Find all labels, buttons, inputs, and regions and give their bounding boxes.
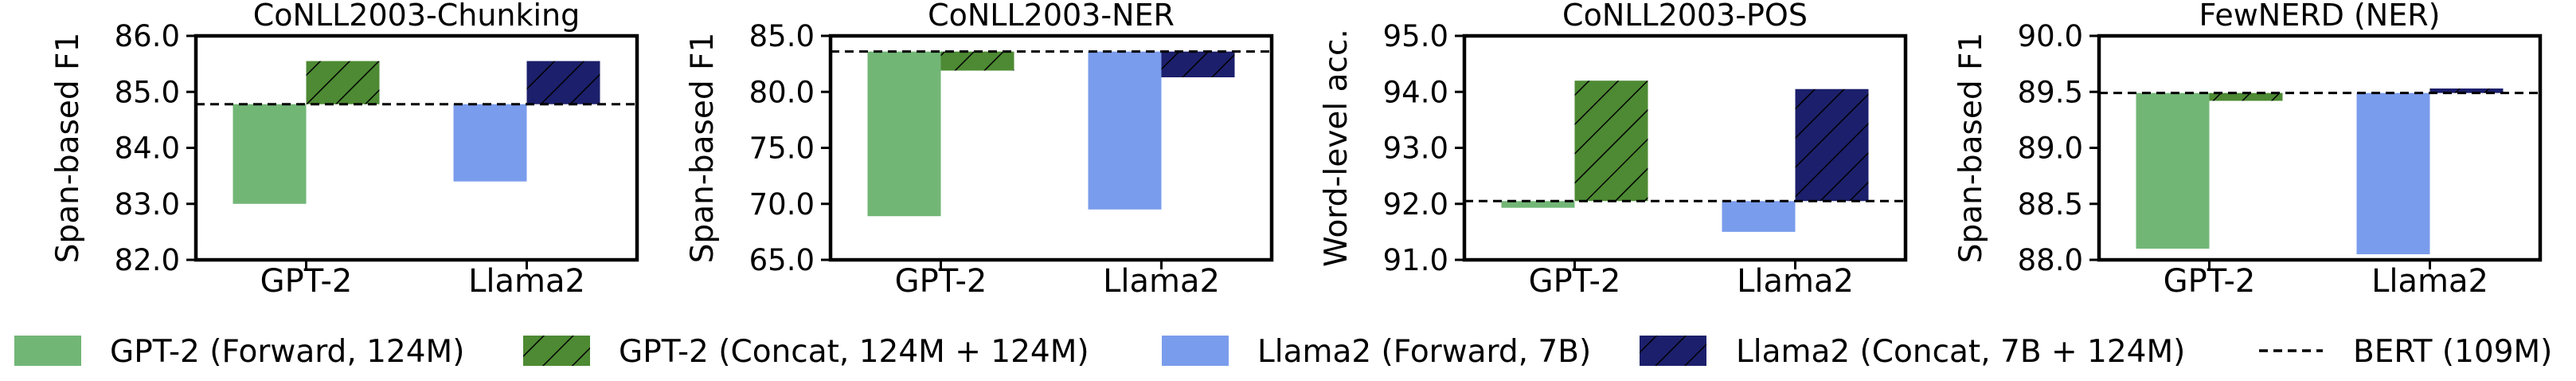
category-label: Llama2 (468, 263, 585, 300)
y-tick-label: 70.0 (749, 187, 815, 222)
legend-label-llama2-forward: Llama2 (Forward, 7B) (1257, 334, 1591, 370)
category-label: Llama2 (1737, 263, 1854, 300)
bar (453, 104, 527, 182)
bar (1722, 201, 1796, 232)
y-tick-label: 91.0 (1383, 243, 1448, 277)
y-axis-label: Word-level acc. (1319, 29, 1354, 267)
bar (1574, 81, 1648, 202)
category-label: GPT-2 (1529, 263, 1621, 300)
y-tick-label: 83.0 (115, 187, 180, 222)
legend-swatch-llama2-concat (1640, 336, 1706, 366)
chart-title: CoNLL2003-NER (928, 0, 1175, 33)
y-tick-label: 88.0 (2018, 243, 2083, 277)
y-tick-label: 86.0 (115, 19, 180, 53)
chart-panels: 82.0 83.0 84.0 85.0 86.0 GPT-2 Llama2 CoNLL2003… (50, 0, 2543, 300)
y-axis-label: Span-based F1 (685, 33, 721, 264)
legend-swatch-gpt2-concat (523, 336, 590, 366)
bar (1795, 88, 1869, 202)
bar (233, 104, 307, 204)
y-tick-label: 75.0 (749, 132, 815, 166)
chart-panel: 91.0 92.0 93.0 94.0 95.0 GPT-2 Llama2 CoNLL2003… (1319, 0, 1908, 300)
chart-panel: 82.0 83.0 84.0 85.0 86.0 GPT-2 Llama2 CoNLL2003… (50, 0, 639, 300)
category-label: Llama2 (1103, 263, 1220, 300)
y-axis-label: Span-based F1 (50, 33, 86, 264)
bar (2136, 92, 2210, 249)
chart-panel: 88.0 88.5 89.0 89.5 90.0 GPT-2 Llama2 FewNERD (… (1953, 0, 2543, 300)
chart-panel: 65.0 70.0 75.0 80.0 85.0 GPT-2 Llama2 CoNLL2003… (685, 0, 1274, 300)
bar (306, 61, 380, 104)
y-tick-label: 95.0 (1383, 19, 1448, 53)
y-tick-label: 92.0 (1383, 187, 1448, 222)
y-tick-label: 84.0 (115, 132, 180, 166)
category-label: Llama2 (2371, 263, 2488, 300)
chart-title: FewNERD (NER) (2199, 0, 2441, 33)
bar (526, 61, 600, 104)
legend-label-gpt2-concat: GPT-2 (Concat, 124M + 124M) (619, 334, 1089, 370)
bar (867, 51, 941, 217)
chart-title: CoNLL2003-Chunking (253, 0, 580, 33)
bar (1501, 201, 1575, 208)
bar (1088, 51, 1162, 210)
y-tick-label: 93.0 (1383, 132, 1448, 166)
y-tick-label: 82.0 (115, 243, 180, 277)
y-tick-label: 94.0 (1383, 75, 1448, 109)
y-tick-label: 85.0 (749, 19, 815, 53)
chart-title: CoNLL2003-POS (1562, 0, 1808, 33)
legend-label-bert: BERT (109M) (2353, 334, 2552, 370)
y-tick-label: 65.0 (749, 243, 815, 277)
legend-label-llama2-concat: Llama2 (Concat, 7B + 124M) (1736, 334, 2185, 370)
bar (1161, 51, 1235, 77)
y-tick-label: 88.5 (2018, 187, 2083, 222)
category-label: GPT-2 (260, 263, 353, 300)
bar (2209, 92, 2283, 101)
legend-swatch-llama2-forward (1162, 336, 1229, 366)
bar (2356, 92, 2430, 254)
bar (2429, 88, 2504, 93)
legend: GPT-2 (Forward, 124M) GPT-2 (Concat, 124… (14, 334, 2552, 370)
legend-swatch-gpt2-forward (14, 336, 81, 366)
y-tick-label: 80.0 (749, 75, 815, 109)
bar (940, 51, 1014, 71)
category-label: GPT-2 (895, 263, 987, 300)
category-label: GPT-2 (2164, 263, 2256, 300)
legend-label-gpt2-forward: GPT-2 (Forward, 124M) (110, 334, 464, 370)
y-tick-label: 85.0 (115, 75, 180, 109)
y-axis-label: Span-based F1 (1953, 33, 1989, 264)
y-tick-label: 90.0 (2018, 19, 2083, 53)
y-tick-label: 89.5 (2018, 75, 2083, 109)
y-tick-label: 89.0 (2018, 132, 2083, 166)
